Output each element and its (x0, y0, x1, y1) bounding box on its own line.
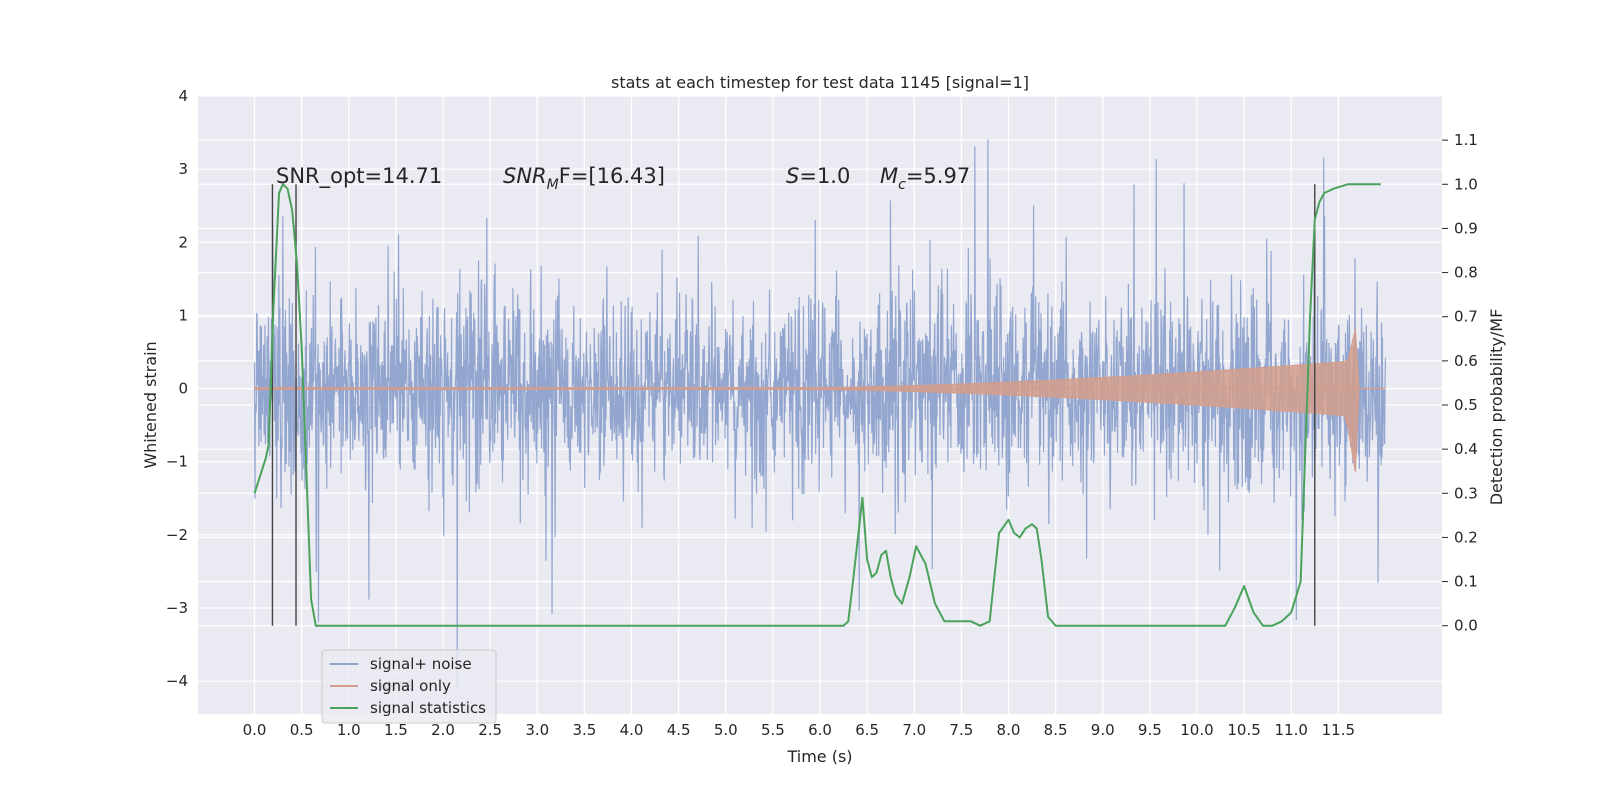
annotation-s: S=1.0 (786, 164, 850, 188)
x-tick-label: 8.0 (997, 721, 1021, 739)
x-tick-label: 0.0 (243, 721, 267, 739)
signal-statistics-line (253, 183, 1381, 627)
y-tick-label: 2 (178, 233, 188, 251)
x-tick-label: 7.0 (902, 721, 926, 739)
legend-ghost-text: noise (374, 676, 414, 694)
y-tick-label: 0 (178, 380, 188, 398)
x-tick-label: 4.0 (620, 721, 644, 739)
x-axis-label: Time (s) (786, 747, 852, 766)
series-signal-only (254, 328, 1386, 473)
x-tick-label: 11.5 (1322, 721, 1355, 739)
y-tick-label: −4 (166, 672, 188, 690)
y-right-tick-label: 1.1 (1454, 131, 1478, 149)
x-tick-label: 5.5 (761, 721, 785, 739)
x-tick-label: 10.0 (1180, 721, 1213, 739)
x-tick-label: 10.5 (1227, 721, 1260, 739)
y-right-axis-label: Detection probability/MF (1487, 309, 1506, 506)
y-tick-label: 3 (178, 160, 188, 178)
x-tick-label: 7.5 (949, 721, 973, 739)
x-tick-label: 3.5 (572, 721, 596, 739)
x-tick-label: 3.0 (525, 721, 549, 739)
chart-title: stats at each timestep for test data 114… (611, 73, 1029, 92)
signal-only-envelope (254, 328, 1360, 473)
y-right-tick-label: 0.5 (1454, 396, 1478, 414)
y-tick-label: 4 (178, 87, 188, 105)
y-right-axis-ticks: 0.0 0.1 0.2 0.3 0.4 0.5 0.6 0.7 0.8 0.9 1.0 1.1 (1442, 131, 1478, 635)
legend-label-signal-only: signal only (370, 677, 451, 695)
series-signal-statistics (253, 183, 1381, 627)
x-tick-label: 2.5 (478, 721, 502, 739)
x-tick-label: 4.5 (667, 721, 691, 739)
x-tick-label: 8.5 (1044, 721, 1068, 739)
y-right-tick-label: 0.2 (1454, 528, 1478, 546)
y-tick-label: 1 (178, 306, 188, 324)
legend: noise signal+ noise signal only signal s… (321, 649, 497, 724)
annotation-mc: Mc=5.97 (880, 164, 970, 193)
x-tick-label: 1.0 (337, 721, 361, 739)
y-right-tick-label: 0.3 (1454, 484, 1478, 502)
x-tick-label: 11.0 (1275, 721, 1308, 739)
x-tick-label: 5.0 (714, 721, 738, 739)
y-right-tick-label: 0.1 (1454, 573, 1478, 591)
annotation-snr-opt: SNR_opt=14.71 (276, 164, 442, 189)
y-right-tick-label: 0.7 (1454, 308, 1478, 326)
y-tick-label: −2 (166, 526, 188, 544)
x-tick-label: 6.0 (808, 721, 832, 739)
annotation-snr-mf: SNRMF=[16.43] (503, 164, 665, 193)
x-tick-label: 6.5 (855, 721, 879, 739)
y-right-tick-label: 1.0 (1454, 175, 1478, 193)
y-right-tick-label: 0.8 (1454, 264, 1478, 282)
legend-box (321, 649, 497, 724)
y-tick-label: −3 (166, 599, 188, 617)
legend-label-signal-statistics: signal statistics (370, 699, 486, 717)
x-tick-label: 1.5 (384, 721, 408, 739)
y-right-tick-label: 0.0 (1454, 617, 1478, 635)
y-right-tick-label: 0.6 (1454, 352, 1478, 370)
y-tick-label: −1 (166, 453, 188, 471)
y-axis-ticks: −4 −3 −2 −1 0 1 2 3 4 (166, 87, 188, 690)
x-tick-label: 0.5 (290, 721, 314, 739)
x-tick-label: 2.0 (431, 721, 455, 739)
y-right-tick-label: 0.4 (1454, 440, 1478, 458)
x-tick-label: 9.5 (1138, 721, 1162, 739)
x-axis-ticks: 0.0 0.5 1.0 1.5 2.0 2.5 3.0 3.5 4.0 4.5 5.0 5.5 6.0 6… (243, 721, 1355, 739)
y-axis-label: Whitened strain (141, 341, 160, 468)
y-right-tick-label: 0.9 (1454, 219, 1478, 237)
x-tick-label: 9.0 (1091, 721, 1115, 739)
legend-label-signal-noise: signal+ noise (370, 655, 472, 673)
